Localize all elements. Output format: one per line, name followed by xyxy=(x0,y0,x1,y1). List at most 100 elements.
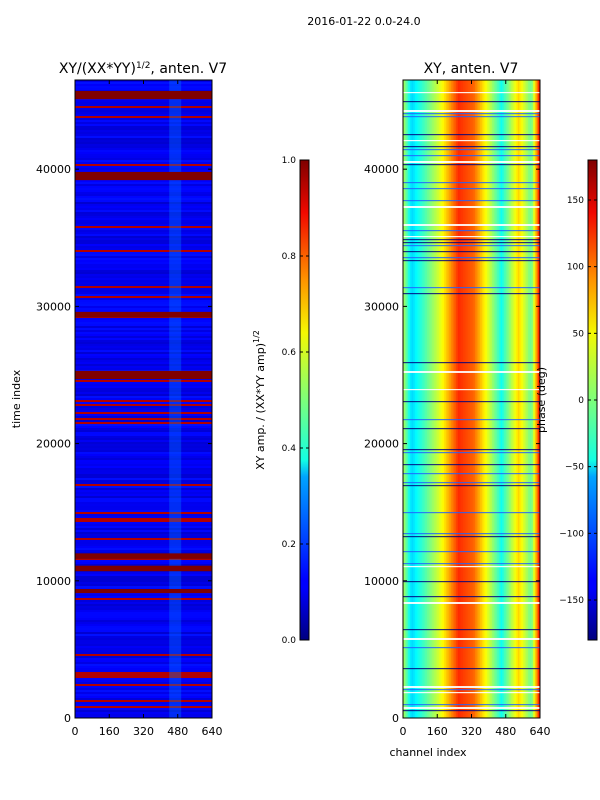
amplitude-row xyxy=(75,430,212,432)
amplitude-row xyxy=(75,608,212,610)
amplitude-row xyxy=(75,644,212,646)
amplitude-panel: XY/(XX*YY)1/2, anten. V7 0 160 320 480 640 0… xyxy=(10,61,227,738)
amplitude-row xyxy=(75,440,212,442)
amplitude-row xyxy=(75,342,212,344)
amplitude-row xyxy=(75,138,212,140)
amplitude-row xyxy=(75,706,212,708)
amplitude-row xyxy=(75,356,212,358)
amplitude-row xyxy=(75,388,212,390)
amplitude-row xyxy=(75,510,212,512)
phase-column xyxy=(507,80,510,718)
phase-column xyxy=(430,80,433,718)
x-tick-label: 320 xyxy=(461,725,482,738)
amplitude-saturated-band xyxy=(75,553,212,559)
amplitude-row xyxy=(75,546,212,548)
phase-column xyxy=(435,80,438,718)
colorbar-tick-label: −100 xyxy=(559,529,584,539)
y-tick-label: 20000 xyxy=(364,438,399,451)
amplitude-row xyxy=(75,334,212,336)
amplitude-saturated-band xyxy=(75,311,212,318)
phase-column xyxy=(505,80,508,718)
amplitude-row xyxy=(75,204,212,206)
amplitude-row xyxy=(75,604,212,606)
amplitude-row xyxy=(75,438,212,440)
x-tick-label: 640 xyxy=(202,725,223,738)
phase-column xyxy=(428,80,431,718)
phase-column xyxy=(473,80,476,718)
amplitude-row xyxy=(75,338,212,340)
phase-row-streak xyxy=(403,581,540,583)
phase-column xyxy=(449,80,452,718)
amplitude-row xyxy=(75,240,212,242)
amplitude-row xyxy=(75,354,212,356)
amplitude-row xyxy=(75,696,212,698)
phase-column xyxy=(438,80,442,718)
amplitude-row xyxy=(75,330,212,332)
suptitle: 2016-01-22 0.0-24.0 xyxy=(307,15,420,28)
amplitude-row xyxy=(75,616,212,618)
amplitude-row xyxy=(75,598,212,600)
amplitude-row xyxy=(75,358,212,360)
amplitude-row xyxy=(75,446,212,448)
y-tick-label: 40000 xyxy=(364,163,399,176)
phase-row-streak xyxy=(403,239,540,241)
phase-colorbar-label: phase (deg) xyxy=(535,367,548,433)
amplitude-row xyxy=(75,234,212,236)
amplitude-row xyxy=(75,112,212,114)
amplitude-row xyxy=(75,632,212,634)
amplitude-row xyxy=(75,426,212,428)
phase-y-ticks: 0 10000 20000 30000 40000 xyxy=(364,163,540,725)
amplitude-row xyxy=(75,712,212,714)
amplitude-row xyxy=(75,324,212,326)
phase-column xyxy=(445,80,449,718)
amplitude-row xyxy=(75,420,212,422)
amplitude-row xyxy=(75,466,212,468)
amplitude-row xyxy=(75,322,212,324)
phase-row-streak xyxy=(403,92,540,94)
phase-heatmap-rows xyxy=(403,92,540,712)
amplitude-title: XY/(XX*YY)1/2, anten. V7 xyxy=(59,61,227,77)
amplitude-row xyxy=(75,708,212,710)
phase-column xyxy=(447,80,450,718)
amplitude-row xyxy=(75,516,212,518)
phase-row-streak xyxy=(403,536,540,538)
phase-row-streak xyxy=(403,449,540,451)
amplitude-row xyxy=(75,392,212,394)
amplitude-row xyxy=(75,658,212,660)
x-tick-label: 480 xyxy=(167,725,188,738)
phase-row-streak xyxy=(403,110,540,112)
amplitude-row xyxy=(75,416,212,418)
amplitude-row xyxy=(75,674,212,676)
phase-column xyxy=(476,80,479,718)
phase-row-streak xyxy=(403,566,540,568)
amplitude-ylabel: time index xyxy=(10,369,23,428)
amplitude-row xyxy=(75,308,212,310)
colorbar-tick-label: −150 xyxy=(559,596,584,606)
phase-column xyxy=(450,80,454,718)
phase-row-streak xyxy=(403,242,540,244)
phase-row-streak xyxy=(403,200,540,202)
phase-column xyxy=(421,80,425,718)
phase-colorbar: −150 −100 −50 0 50 100 150 phase (deg) xyxy=(535,159,598,641)
colorbar-tick-label: 0.4 xyxy=(282,444,297,454)
phase-column xyxy=(500,80,503,718)
amplitude-row xyxy=(75,260,212,262)
amplitude-row xyxy=(75,270,212,272)
amplitude-row xyxy=(75,212,212,214)
amplitude-row xyxy=(75,660,212,662)
amplitude-row xyxy=(75,102,212,104)
phase-row-streak xyxy=(403,245,540,247)
amplitude-row xyxy=(75,368,212,370)
amplitude-row xyxy=(75,462,212,464)
amplitude-row xyxy=(75,548,212,550)
amplitude-row xyxy=(75,190,212,192)
amplitude-row xyxy=(75,680,212,682)
amplitude-row xyxy=(75,108,212,110)
amplitude-row xyxy=(75,638,212,640)
x-tick-label: 480 xyxy=(495,725,516,738)
amplitude-row xyxy=(75,188,212,190)
amplitude-row xyxy=(75,186,212,188)
amplitude-row xyxy=(75,528,212,530)
amplitude-row xyxy=(75,498,212,500)
amplitude-row xyxy=(75,612,212,614)
